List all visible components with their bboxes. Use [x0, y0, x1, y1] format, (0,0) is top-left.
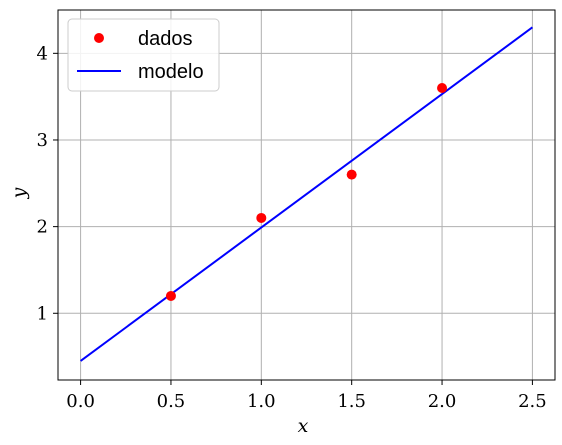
x-tick-label: 0.0: [66, 391, 95, 412]
plot-frame: [57, 9, 556, 381]
legend-marker-dados: [94, 33, 104, 43]
y-tick-label: 3: [37, 130, 48, 151]
y-tick-label: 4: [37, 43, 48, 64]
legend-box: [67, 18, 220, 92]
y-tick-label: 2: [37, 217, 48, 238]
legend-label-modelo: modelo: [138, 61, 204, 83]
data-point-dados: [165, 290, 176, 301]
y-axis-label: y: [8, 187, 30, 199]
data-point-dados: [437, 82, 448, 93]
x-tick-label: 1.0: [247, 391, 276, 412]
x-tick-label: 1.5: [337, 391, 366, 412]
legend-label-dados: dados: [138, 28, 193, 50]
legend: dados modelo: [67, 18, 220, 92]
ticks: 0.0 0.5 1.0 1.5 2.0 2.5 1 2 3 4: [37, 43, 547, 412]
series-line-modelo: [79, 26, 534, 362]
plot-marks: [79, 26, 534, 362]
x-tick-label: 2.0: [428, 391, 457, 412]
data-point-dados: [346, 169, 357, 180]
x-tick-label: 0.5: [157, 391, 186, 412]
x-tick-label: 2.5: [518, 391, 547, 412]
x-axis-label: x: [298, 415, 309, 437]
data-point-dados: [256, 212, 267, 223]
y-tick-label: 1: [37, 303, 48, 324]
